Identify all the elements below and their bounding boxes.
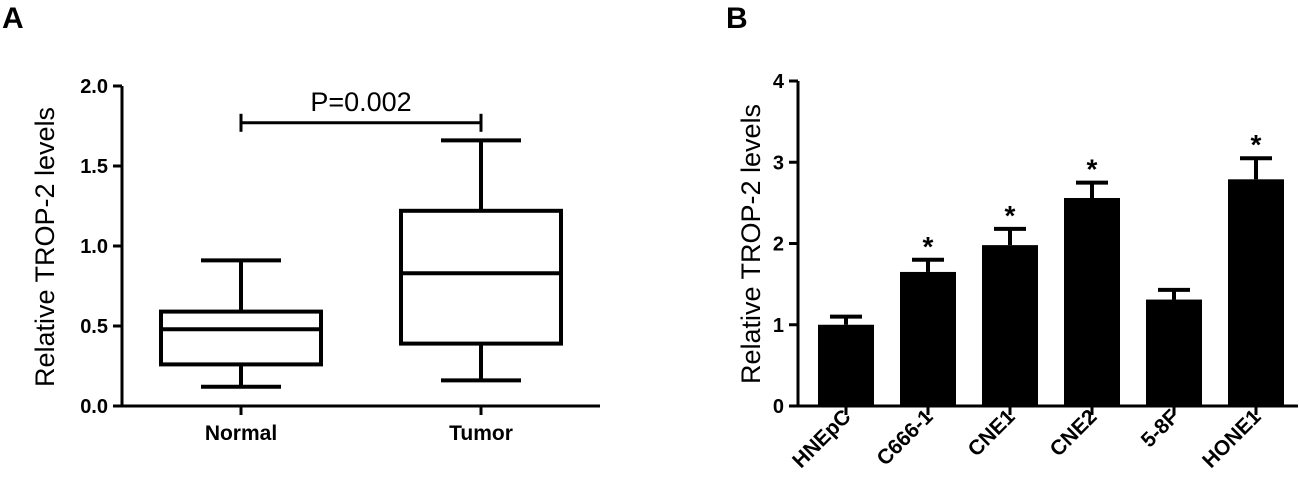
- y-tick-label-b: 3: [773, 152, 784, 174]
- box-plot-a: Relative TROP-2 levels 0.0 0.5 1.0 1.5 2.0 No…: [30, 76, 600, 445]
- bar-chart-b: Relative TROP-2 levels 0 1 2 3 4 HNEpC * C666-1…: [736, 71, 1298, 473]
- y-tick-label-a: 0.0: [80, 396, 108, 418]
- bar: [1064, 198, 1120, 406]
- x-category-label-a: Tumor: [449, 422, 513, 445]
- significance-star: *: [1251, 129, 1262, 160]
- x-category-label-b: HNEpC: [788, 405, 855, 472]
- y-axis-label-a: Relative TROP-2 levels: [30, 107, 60, 387]
- bar: [982, 245, 1038, 406]
- bar: [1228, 179, 1284, 406]
- box-iqr: [159, 309, 323, 367]
- x-category-label-a: Normal: [205, 422, 277, 445]
- panel-letter-a: A: [2, 2, 24, 35]
- y-axis-label-b: Relative TROP-2 levels: [736, 104, 766, 384]
- x-category-label-b: 5-8F: [1137, 405, 1184, 452]
- significance-star: *: [1087, 154, 1098, 185]
- x-category-label-b: CNE1: [964, 405, 1020, 461]
- y-tick-label-b: 0: [773, 396, 784, 418]
- y-tick-label-a: 2.0: [80, 76, 108, 98]
- x-category-label-b: C666-1: [873, 405, 938, 470]
- bar: [900, 271, 956, 406]
- x-category-label-b: CNE2: [1046, 405, 1102, 461]
- bar: [1146, 299, 1202, 406]
- y-tick-label-b: 2: [773, 234, 784, 256]
- significance-star: *: [1005, 200, 1016, 231]
- p-value-label: P=0.002: [310, 87, 411, 117]
- bar: [818, 324, 874, 406]
- y-tick-label-a: 1.0: [80, 236, 108, 258]
- panel-letter-b: B: [726, 2, 748, 35]
- y-tick-label-b: 1: [773, 315, 784, 337]
- x-category-label-b: HONE1: [1198, 405, 1266, 473]
- y-tick-label-a: 0.5: [80, 316, 108, 338]
- significance-star: *: [923, 231, 934, 262]
- box-iqr: [399, 208, 563, 346]
- y-tick-label-a: 1.5: [80, 156, 108, 178]
- y-tick-label-b: 4: [773, 71, 785, 93]
